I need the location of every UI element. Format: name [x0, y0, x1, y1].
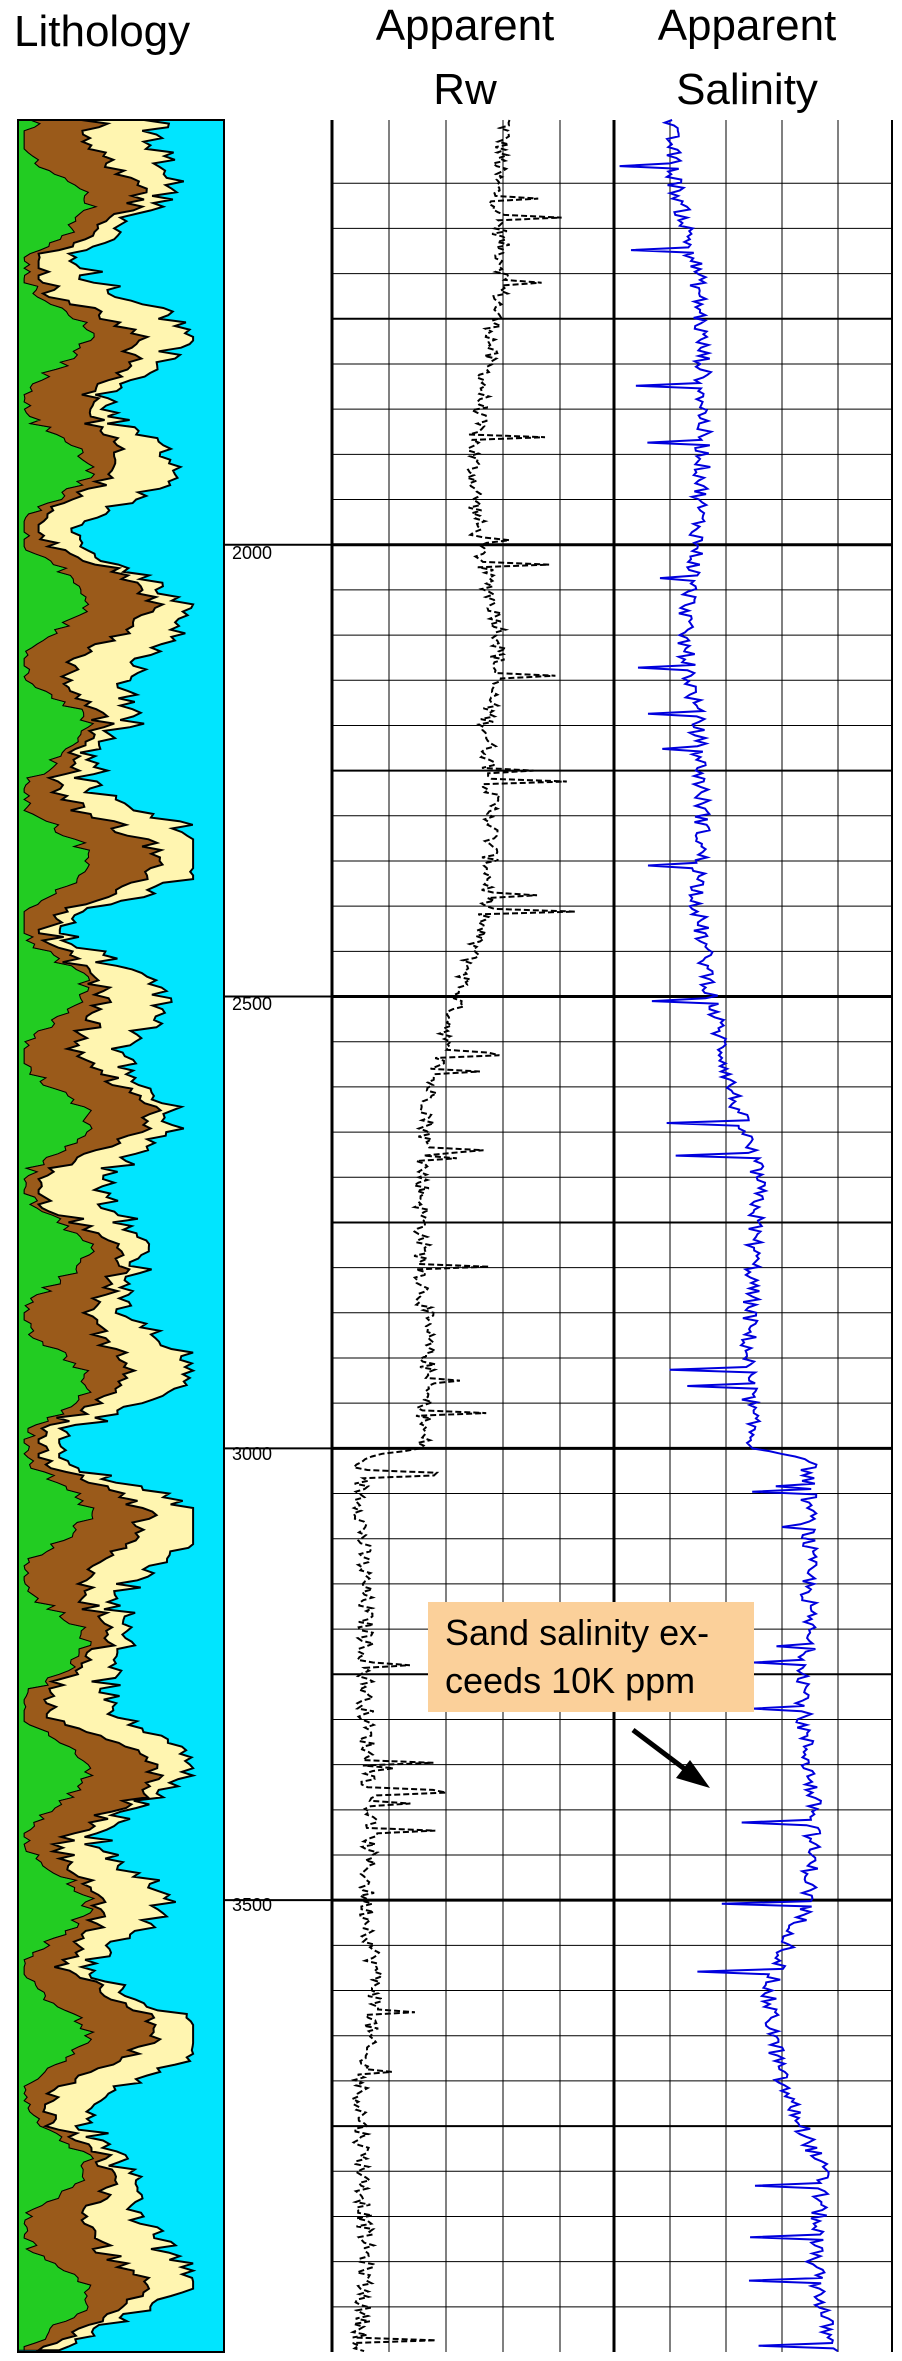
- annotation-arrow-shaft: [631, 1728, 692, 1775]
- lithology-header: Lithology: [14, 7, 190, 56]
- salinity-header-line1: Apparent: [658, 1, 837, 50]
- salinity-header-line2: Salinity: [676, 65, 818, 114]
- apparent-rw-curve: [349, 119, 575, 2353]
- depth-labels: 2000 2500 3000 3500: [232, 543, 272, 1915]
- annotation-line1: Sand salinity ex-: [445, 1612, 709, 1653]
- apparent-salinity-curve: [619, 119, 839, 2352]
- depth-tick-label: 2000: [232, 543, 272, 563]
- depth-tick-label: 3500: [232, 1895, 272, 1915]
- lithology-sand-area: [35, 119, 197, 2352]
- lithology-track-border: [17, 119, 225, 2353]
- annotation-line2: ceeds 10K ppm: [445, 1660, 695, 1701]
- rw-header-line2: Rw: [433, 65, 497, 114]
- annotation-arrow-head: [676, 1760, 710, 1788]
- annotation-box: [428, 1602, 754, 1712]
- salinity-annotation: Sand salinity ex- ceeds 10K ppm: [428, 1602, 754, 1788]
- log-grid: [224, 120, 893, 2352]
- depth-tick-label: 3000: [232, 1444, 272, 1464]
- depth-tick-label: 2500: [232, 994, 272, 1014]
- rw-header-line1: Apparent: [376, 1, 555, 50]
- lithology-track: [17, 119, 225, 2353]
